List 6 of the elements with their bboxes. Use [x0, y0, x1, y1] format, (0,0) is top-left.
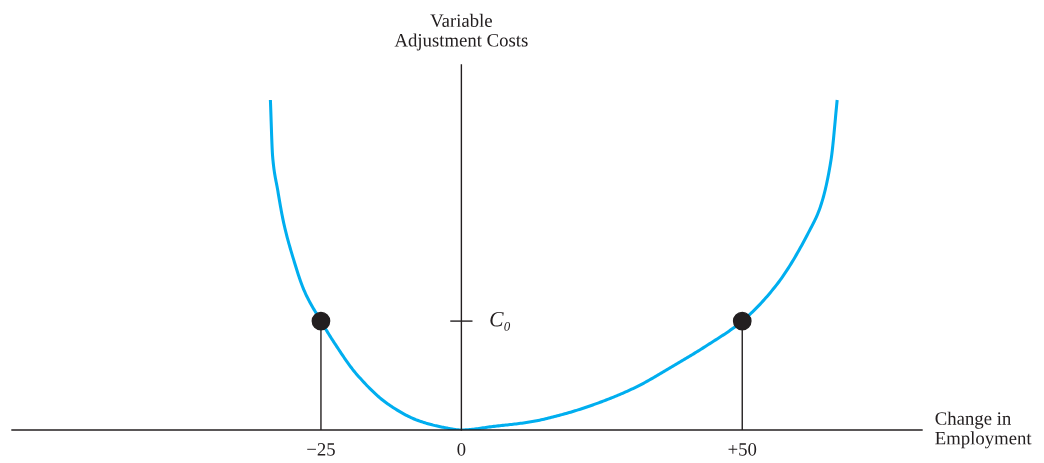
x-axis-title: Change in Employment	[935, 411, 1032, 449]
x-tick-label: −25	[307, 443, 335, 456]
x-tick-label: +50	[728, 443, 757, 456]
y-axis-title: Variable Adjustment Costs	[394, 13, 528, 51]
x-tick-label: 0	[457, 443, 466, 456]
annotation: C₀	[490, 312, 511, 331]
